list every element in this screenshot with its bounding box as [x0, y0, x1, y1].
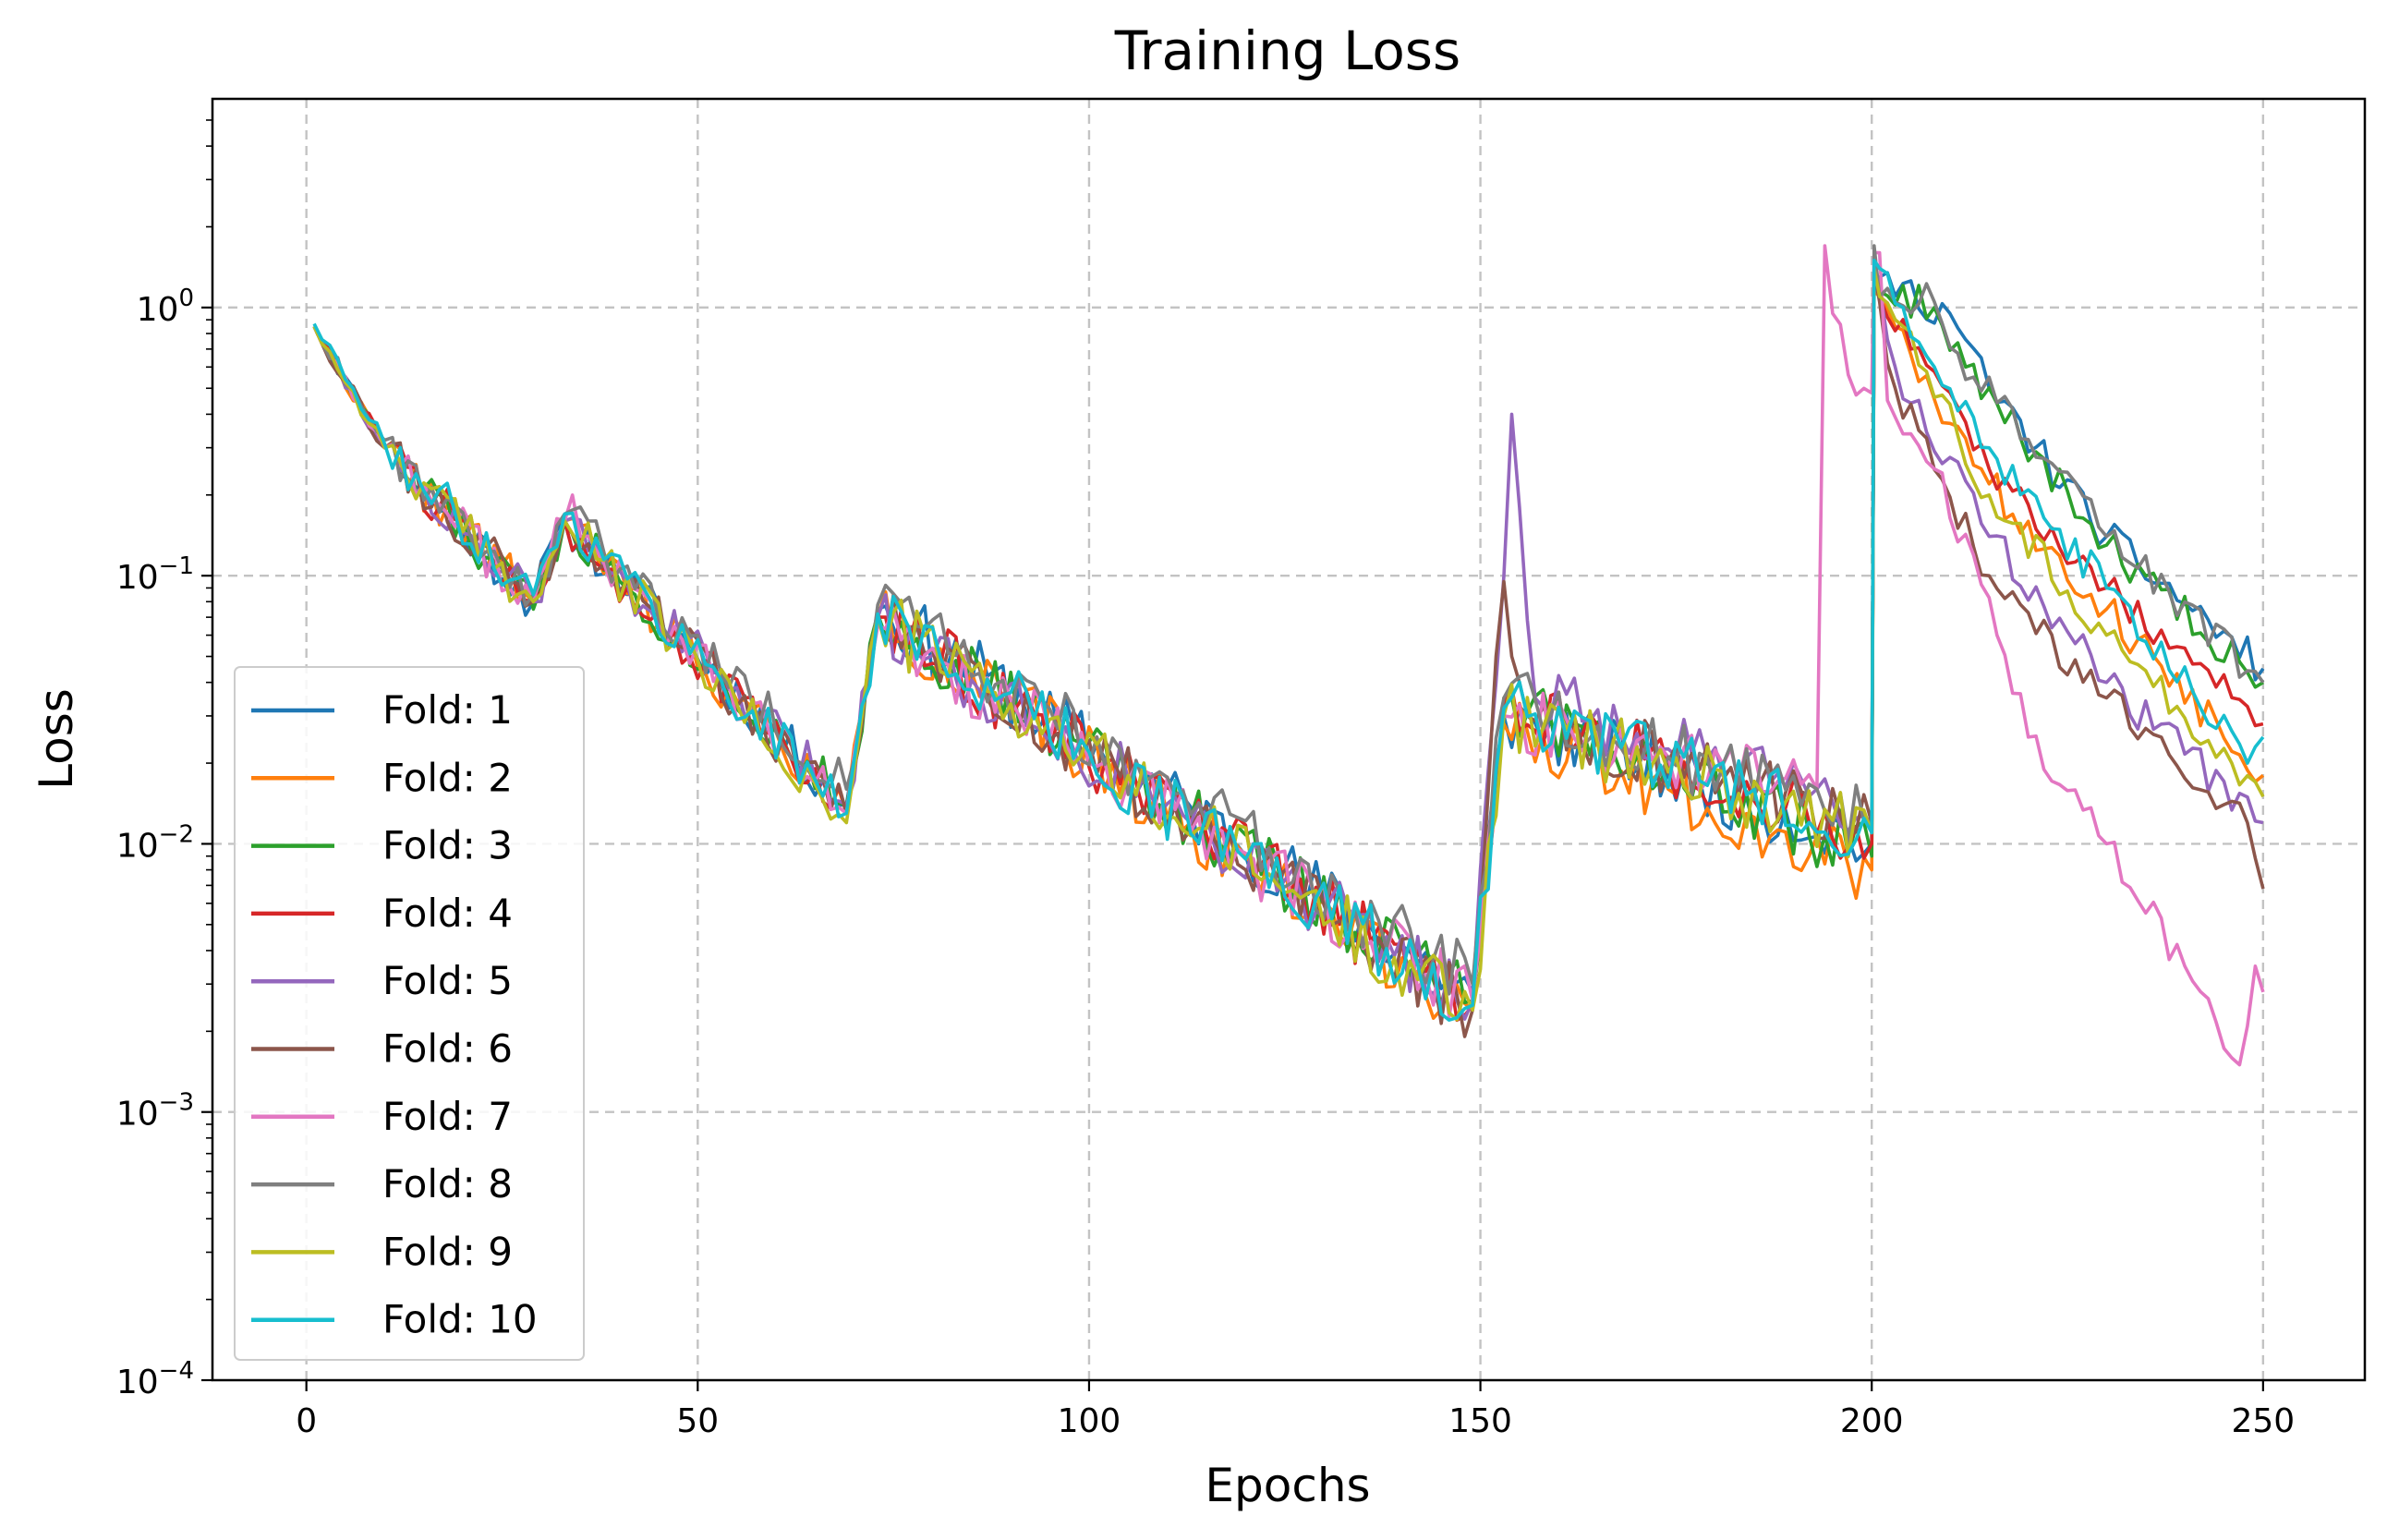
- legend-label: Fold: 6: [382, 1026, 513, 1072]
- legend-label: Fold: 4: [382, 891, 513, 936]
- y-tick-label: 10−1: [116, 552, 194, 597]
- y-axis-label: Loss: [30, 688, 83, 790]
- legend-label: Fold: 5: [382, 958, 513, 1003]
- x-tick-label: 0: [296, 1402, 317, 1440]
- x-tick-label: 100: [1058, 1402, 1121, 1440]
- legend-label: Fold: 1: [382, 687, 513, 733]
- y-tick-label: 10−2: [116, 820, 194, 865]
- legend-box: [234, 666, 585, 1361]
- series-lines: [312, 244, 2265, 1067]
- legend-label: Fold: 10: [382, 1297, 538, 1342]
- x-tick-label: 200: [1840, 1402, 1904, 1440]
- legend-label: Fold: 7: [382, 1094, 513, 1139]
- series-line: [312, 259, 2265, 1022]
- grid: [212, 99, 2365, 1380]
- y-tick-label: 100: [137, 285, 194, 329]
- y-tick-label: 10−3: [116, 1089, 194, 1134]
- chart-title: Training Loss: [1114, 19, 1461, 82]
- x-tick-label: 50: [676, 1402, 719, 1440]
- plot-frame: [211, 97, 2367, 1382]
- y-tick-label: 10−4: [116, 1357, 194, 1401]
- legend: Fold: 1 Fold: 2 Fold: 3 Fold: 4 Fold: 5 Fold:…: [234, 666, 585, 1361]
- legend-label: Fold: 9: [382, 1229, 513, 1274]
- x-tick-label: 250: [2231, 1402, 2295, 1440]
- x-axis-label: Epochs: [1205, 1459, 1370, 1512]
- legend-label: Fold: 2: [382, 755, 513, 800]
- legend-label: Fold: 3: [382, 823, 513, 868]
- y-axis-ticks: 10−4 10−3 10−2 10−1 100: [116, 119, 212, 1401]
- series-line: [312, 266, 2265, 1022]
- x-tick-label: 150: [1448, 1402, 1512, 1440]
- x-axis-ticks: 0 50 100 150 200 250: [296, 1380, 2295, 1440]
- legend-label: Fold: 8: [382, 1161, 513, 1207]
